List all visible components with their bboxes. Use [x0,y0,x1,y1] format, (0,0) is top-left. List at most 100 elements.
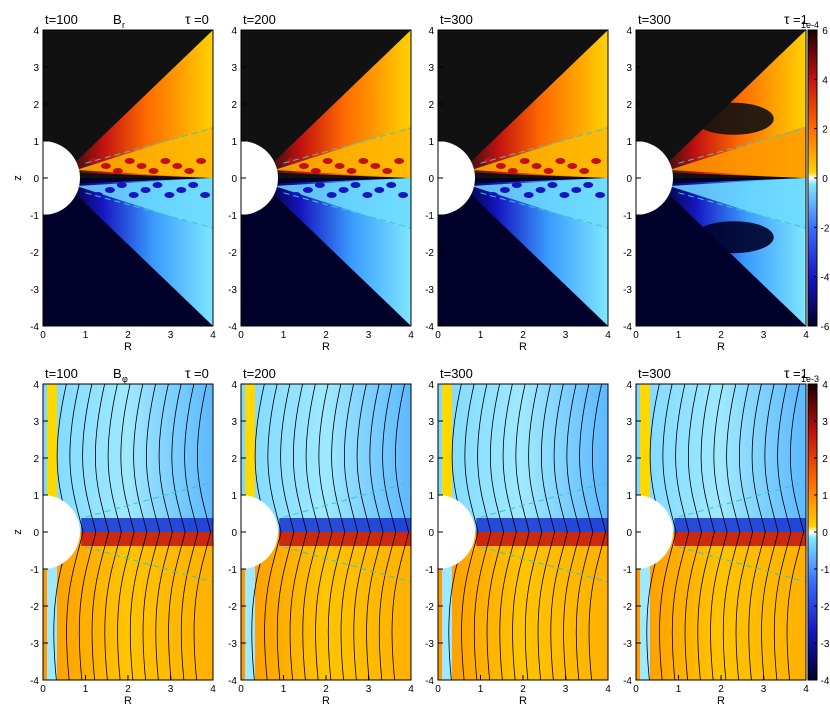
field-line [512,531,530,680]
field-line [563,531,581,680]
x-axis-label: R [322,695,330,707]
turbulent-blob [507,168,518,174]
y-tick-label: -2 [623,602,632,613]
field-line [659,531,677,680]
y-tick-label: 3 [33,63,39,74]
panel-bphi-4: 0 1 2 3 4 4 3 2 1 0 -1 -2 -3 -4 Rt=300 τ =1 [623,365,809,707]
turbulent-blob [346,168,357,174]
tau-value: =1 [793,12,808,27]
midplane-negative-layer [81,518,213,532]
field-line [196,384,212,533]
y-tick-label: 1 [428,137,434,148]
y-tick-label: -1 [425,211,434,222]
field-line [369,384,384,533]
y-tick-label: -4 [425,676,434,687]
y-tick-label: -3 [30,285,39,296]
y-tick-label: 0 [33,528,39,539]
colorbar-tick-label: 4 [822,380,828,391]
y-tick-label: 0 [33,174,39,185]
y-tick-label: 0 [626,528,632,539]
y-tick-label: -4 [30,322,39,333]
field-line [502,384,517,533]
central-object [241,141,278,215]
field-line [382,384,397,533]
tau-value: =0 [194,366,209,381]
field-line [575,531,594,680]
x-tick-label: 1 [478,684,484,695]
turbulent-blob [350,182,361,188]
colorbar-bphi: 1e-34 3 2 1 0 -1 -2 -3 -4 [801,374,830,687]
time-label: t=100 [45,12,78,27]
field-line [591,384,607,533]
field-line [267,384,282,533]
field-line [524,531,543,680]
turbulent-blob [322,158,333,164]
turbulent-blob [519,158,530,164]
x-tick-label: 3 [761,684,767,695]
disk-surface-line [480,192,608,229]
panel-field [43,30,213,326]
central-object [636,141,673,215]
field-line [353,531,371,680]
field-line [786,531,805,680]
y-tick-label: -1 [228,211,237,222]
panel-field [438,30,608,326]
field-line [343,384,359,533]
y-tick-label: 1 [33,491,39,502]
y-tick-label: 3 [428,417,434,428]
panel-br-4: 0 1 2 3 4 4 3 2 1 0 -1 -2 -3 -4 Rt=300 τ =1 [623,11,809,353]
disk-surface-line [283,481,411,518]
field-line [331,384,346,533]
field-line [120,384,135,533]
field-line [764,384,779,533]
turbulent-blob [112,168,123,174]
y-tick-label: 2 [231,100,237,111]
field-line [671,531,690,680]
turbulent-blob [583,182,594,188]
axis-strip-lower [442,532,452,680]
y-tick-label: -4 [623,322,632,333]
y-tick-label: 2 [626,454,632,465]
x-tick-label: 1 [676,684,682,695]
time-label: t=200 [243,12,276,27]
y-tick-label: -2 [228,602,237,613]
quantity-label: B [113,366,122,381]
lower-disk-band [669,178,806,230]
central-object [43,141,80,215]
dark-lobe-lower [693,221,774,254]
disk-surface-line [283,192,411,229]
field-line [675,384,690,533]
y-tick-label: 3 [626,417,632,428]
y-axis-label: z [12,175,24,181]
x-tick-label: 3 [366,684,372,695]
y-tick-label: 4 [231,380,237,391]
y-tick-label: -4 [228,676,237,687]
y-tick-label: -1 [623,211,632,222]
turbulent-blob [374,187,385,193]
y-tick-label: -3 [30,639,39,650]
y-tick-label: 3 [626,63,632,74]
central-object [438,141,475,215]
field-line [588,531,607,680]
y-tick-label: -1 [425,565,434,576]
y-tick-label: -2 [425,602,434,613]
field-line [292,384,308,533]
x-axis-label: R [717,695,725,707]
field-line [180,531,199,680]
dark-lobe-upper [693,102,774,135]
midplane-positive-layer [81,532,213,546]
field-line [499,531,517,680]
field-line [748,531,766,680]
panel-field [43,384,213,680]
panel-br-2: 0 1 2 3 4 4 3 2 1 0 -1 -2 -3 -4 Rt=200 [228,12,414,353]
turbulent-blob [595,192,606,198]
x-tick-label: 4 [408,684,414,695]
time-label: t=300 [440,366,473,381]
y-tick-label: -2 [623,248,632,259]
turbulent-blob [484,158,494,164]
disk-surface-line [480,546,608,583]
tau-symbol: τ [784,365,790,381]
field-line [327,531,346,680]
